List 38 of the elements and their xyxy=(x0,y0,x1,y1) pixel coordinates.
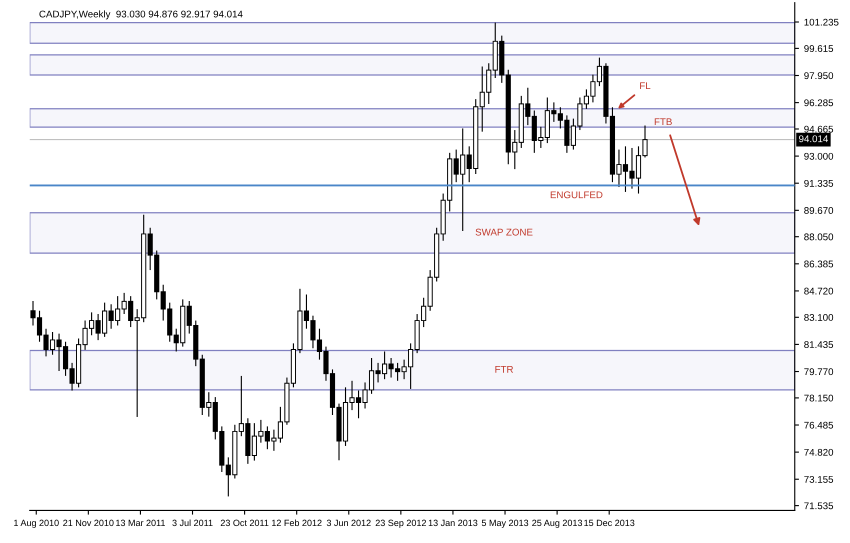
band-label: FTR xyxy=(495,366,514,373)
band-label: SWAP ZONE xyxy=(476,228,533,236)
y-tick-label: 84.720 xyxy=(804,288,834,295)
y-tick-label: 96.285 xyxy=(804,99,834,106)
y-tick-label: 79.770 xyxy=(804,368,834,376)
y-tick-label: 89.670 xyxy=(804,207,834,214)
y-tick-label: 74.820 xyxy=(804,448,834,456)
x-tick-label: 3 Jul 2011 xyxy=(172,519,213,526)
x-tick-label: 12 Feb 2012 xyxy=(272,519,322,526)
x-tick-label: 23 Sep 2012 xyxy=(376,520,426,528)
y-tick-label: 101.235 xyxy=(804,18,839,26)
x-tick-label: 3 Jun 2012 xyxy=(326,520,371,526)
x-tick-label: 5 May 2013 xyxy=(482,520,528,528)
y-tick-label: 99.615 xyxy=(804,45,834,52)
annotation: FTB xyxy=(654,118,672,126)
y-tick-label: 88.050 xyxy=(804,233,834,240)
y-tick-label: 86.385 xyxy=(804,260,834,268)
x-tick-label: 1 Aug 2010 xyxy=(14,520,59,528)
ref-line-label: 94.014 xyxy=(799,135,828,142)
chart-title: CADJPY,Weekly 93.030 94.876 92.917 94.014 xyxy=(39,10,243,20)
annotation: FL xyxy=(640,82,650,90)
y-tick-label: 76.485 xyxy=(804,422,834,429)
x-tick-label: 13 Mar 2011 xyxy=(116,520,166,526)
x-tick-label: 13 Jan 2013 xyxy=(428,520,478,526)
y-tick-label: 78.150 xyxy=(804,394,834,402)
y-tick-label: 91.335 xyxy=(804,180,834,187)
x-tick-label: 25 Aug 2013 xyxy=(532,520,582,528)
y-tick-label: 97.950 xyxy=(804,72,834,80)
ref-line-label: ENGULFED xyxy=(550,191,602,198)
y-tick-label: 71.535 xyxy=(804,502,834,510)
y-tick-label: 73.155 xyxy=(804,476,834,483)
x-tick-label: 15 Dec 2013 xyxy=(584,520,634,526)
y-tick-label: 94.665 xyxy=(804,126,834,133)
y-tick-label: 93.000 xyxy=(804,152,834,160)
y-tick-label: 81.435 xyxy=(804,341,834,348)
x-tick-label: 21 Nov 2010 xyxy=(63,520,114,526)
y-tick-label: 83.100 xyxy=(804,314,834,321)
x-tick-label: 23 Oct 2011 xyxy=(220,520,268,526)
